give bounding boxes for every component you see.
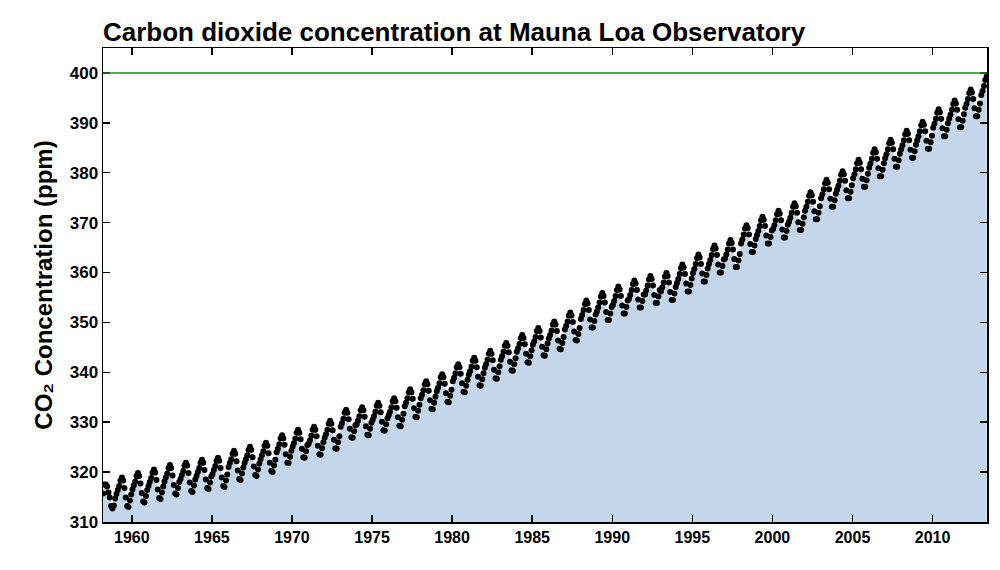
svg-text:1985: 1985: [514, 529, 550, 546]
svg-text:1960: 1960: [114, 529, 150, 546]
svg-text:400: 400: [70, 64, 98, 83]
svg-text:310: 310: [70, 513, 98, 532]
svg-text:1990: 1990: [594, 529, 630, 546]
svg-text:350: 350: [70, 313, 98, 332]
svg-text:CO₂ Concentration (ppm): CO₂ Concentration (ppm): [30, 140, 57, 429]
svg-text:1965: 1965: [194, 529, 230, 546]
svg-text:380: 380: [70, 164, 98, 183]
svg-text:Carbon dioxide concentration a: Carbon dioxide concentration at Mauna Lo…: [103, 17, 806, 47]
svg-text:1995: 1995: [675, 529, 711, 546]
svg-text:370: 370: [70, 214, 98, 233]
svg-text:320: 320: [70, 463, 98, 482]
svg-text:1970: 1970: [274, 529, 310, 546]
svg-text:2000: 2000: [755, 529, 791, 546]
svg-text:330: 330: [70, 413, 98, 432]
svg-text:360: 360: [70, 263, 98, 282]
svg-text:2005: 2005: [835, 529, 871, 546]
svg-text:340: 340: [70, 363, 98, 382]
svg-text:1980: 1980: [434, 529, 470, 546]
svg-text:2010: 2010: [915, 529, 951, 546]
svg-text:1975: 1975: [354, 529, 390, 546]
svg-text:390: 390: [70, 114, 98, 133]
